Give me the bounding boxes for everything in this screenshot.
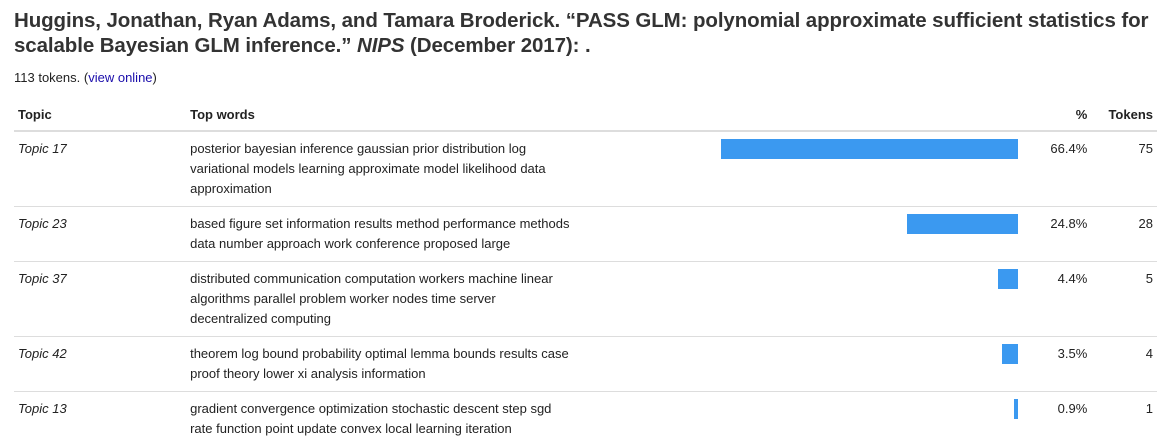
topic-share-cell bbox=[578, 131, 1026, 207]
topic-percent: 0.9% bbox=[1025, 391, 1092, 443]
table-header-row: Topic Top words % Tokens bbox=[14, 99, 1157, 132]
citation-heading: Huggins, Jonathan, Ryan Adams, and Tamar… bbox=[14, 8, 1157, 58]
topic-tokens: 75 bbox=[1138, 141, 1153, 156]
topic-share-cell bbox=[577, 336, 1026, 392]
topic-top-words: distributed communication computation wo… bbox=[186, 261, 578, 337]
header-bar bbox=[577, 99, 1026, 132]
topic-name: Topic 23 bbox=[14, 206, 187, 262]
view-online-link[interactable]: view online bbox=[88, 70, 153, 85]
topic-name: Topic 13 bbox=[14, 391, 187, 443]
token-count: 113 tokens. bbox=[14, 70, 81, 85]
table-row: Topic 42 theorem log bound probability op… bbox=[14, 336, 1157, 392]
topic-tokens: 1 bbox=[1091, 391, 1157, 443]
header-top-words: Top words bbox=[186, 99, 578, 132]
token-summary: 113 tokens. (view online) bbox=[14, 70, 157, 85]
topic-name: Topic 42 bbox=[14, 336, 187, 392]
header-topic: Topic bbox=[14, 99, 187, 132]
topic-tokens: 4 bbox=[1091, 336, 1157, 392]
table-row: Topic 37 distributed communication comput… bbox=[14, 261, 1157, 337]
table-row: Topic 17 posterior bayesian inference gau… bbox=[14, 131, 1157, 207]
header-percent: % bbox=[1025, 99, 1092, 132]
topic-share-bar bbox=[720, 139, 1018, 159]
topic-percent: 3.5% bbox=[1025, 336, 1092, 392]
topic-top-words: gradient convergence optimization stocha… bbox=[186, 391, 578, 443]
topic-top-words: theorem log bound probability optimal le… bbox=[186, 336, 578, 392]
topic-tokens: 28 bbox=[1091, 206, 1157, 262]
header-tokens: Tokens bbox=[1091, 99, 1157, 132]
topic-share-cell bbox=[577, 261, 1026, 337]
topic-top-words: posterior bayesian inference gaussian pr… bbox=[190, 141, 546, 196]
topic-share-bar bbox=[1013, 399, 1018, 419]
topic-share-bar bbox=[997, 269, 1018, 289]
topics-table: Topic Top words % Tokens Topic 17 posteri… bbox=[14, 99, 1157, 443]
citation-date: (December 2017): . bbox=[410, 34, 591, 57]
table-row: Topic 23 based figure set information res… bbox=[14, 206, 1157, 262]
citation-authors: Huggins, Jonathan, Ryan Adams, and Tamar… bbox=[14, 9, 561, 32]
topic-name: Topic 37 bbox=[14, 261, 187, 337]
table-row: Topic 13 gradient convergence optimizatio… bbox=[14, 391, 1157, 443]
topic-top-words: based figure set information results met… bbox=[186, 206, 578, 262]
citation-venue: NIPS bbox=[356, 34, 405, 57]
topic-tokens: 5 bbox=[1091, 261, 1157, 337]
citation-title: “PASS GLM: polynomial approximate suffic… bbox=[14, 9, 1149, 57]
topic-percent: 24.8% bbox=[1025, 206, 1092, 262]
topic-percent: 4.4% bbox=[1025, 261, 1092, 337]
topic-name: Topic 17 bbox=[18, 141, 67, 156]
topic-share-bar bbox=[1001, 344, 1018, 364]
topic-share-cell bbox=[577, 391, 1026, 443]
topic-share-cell bbox=[577, 206, 1026, 262]
topic-percent: 66.4% bbox=[1050, 141, 1088, 156]
topic-share-bar bbox=[906, 214, 1018, 234]
